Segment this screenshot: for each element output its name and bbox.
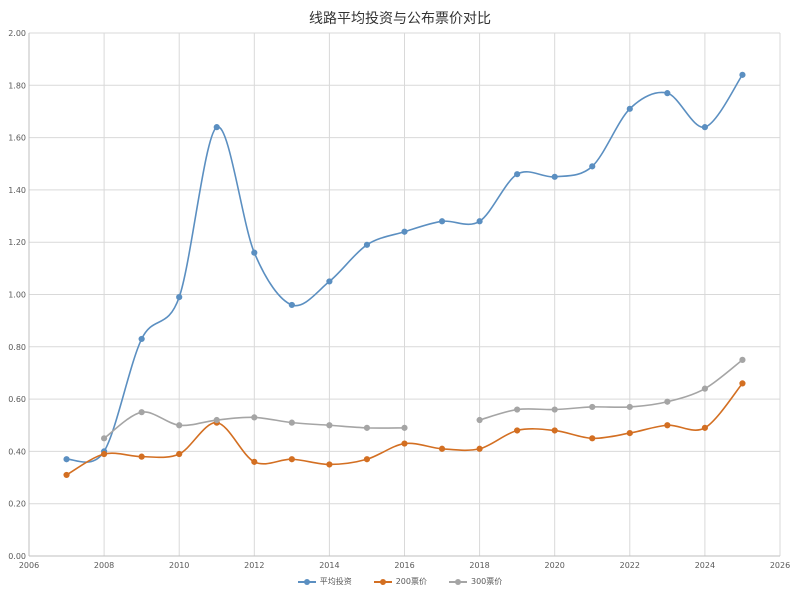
series-lines [63, 71, 746, 479]
data-point-fare-200 [701, 424, 709, 431]
data-point-fare-300 [363, 424, 371, 431]
data-point-fare-200 [514, 427, 521, 434]
data-point-fare-300 [401, 424, 408, 431]
data-point-fare-300 [739, 356, 746, 363]
data-point-investment [438, 218, 446, 225]
data-point-fare-200 [138, 453, 145, 460]
data-point-investment [701, 124, 709, 131]
data-point-investment [514, 171, 521, 178]
data-point-investment [363, 241, 371, 248]
data-point-investment [63, 456, 70, 463]
data-point-fare-300 [101, 435, 108, 442]
y-tick-label: 1.00 [8, 291, 26, 300]
x-tick-label: 2014 [319, 561, 339, 570]
y-tick-label: 0.60 [8, 395, 26, 404]
x-tick-label: 2020 [545, 561, 565, 570]
data-point-investment [138, 335, 145, 343]
data-point-fare-200 [664, 422, 671, 429]
data-point-fare-300 [138, 409, 145, 416]
legend-label-investment: 平均投资 [319, 577, 352, 586]
data-point-fare-300 [626, 403, 633, 411]
data-point-fare-200 [401, 440, 408, 447]
data-point-fare-200 [589, 435, 596, 442]
y-tick-label: 1.20 [8, 238, 26, 247]
data-point-investment [401, 228, 408, 235]
y-tick-label: 2.00 [8, 29, 26, 38]
data-point-fare-300 [176, 422, 183, 429]
data-point-fare-200 [326, 461, 333, 468]
data-point-fare-300 [514, 406, 521, 413]
data-point-fare-200 [626, 429, 633, 437]
legend-swatch-fare-200 [373, 578, 392, 586]
data-point-investment [326, 278, 333, 285]
y-tick-label: 1.60 [8, 134, 26, 143]
x-tick-label: 2016 [394, 561, 414, 570]
data-point-investment [476, 218, 483, 225]
data-point-fare-300 [701, 385, 709, 392]
data-point-fare-200 [63, 471, 70, 479]
legend-label-fare-300: 300票价 [471, 577, 503, 586]
data-point-investment [739, 71, 746, 78]
data-point-fare-300 [664, 398, 671, 405]
x-tick-label: 2026 [770, 561, 790, 570]
data-point-investment [626, 105, 633, 112]
data-point-fare-200 [288, 456, 295, 463]
x-tick-label: 2012 [244, 561, 264, 570]
data-point-fare-300 [476, 416, 483, 424]
y-tick-label: 1.80 [8, 81, 26, 90]
y-tick-labels: 0.00 0.20 0.40 0.60 0.80 1.00 1.20 1.40 1.60 1.80… [8, 29, 26, 561]
data-point-fare-200 [739, 380, 746, 387]
data-point-fare-200 [101, 450, 108, 458]
data-point-fare-200 [176, 450, 183, 458]
axes [28, 33, 780, 557]
legend-swatch-investment [297, 578, 316, 586]
legend-item-investment[interactable]: 平均投资 [297, 576, 352, 587]
legend-swatch-fare-300 [449, 578, 467, 586]
data-point-fare-300 [551, 406, 558, 413]
data-point-fare-200 [476, 445, 483, 452]
legend-label-fare-200: 200票价 [395, 577, 427, 586]
legend: 平均投资 200票价 300票价 [0, 576, 800, 587]
x-tick-label: 2024 [695, 561, 715, 570]
data-point-fare-300 [213, 416, 220, 424]
x-tick-label: 2022 [620, 561, 640, 570]
data-point-fare-300 [589, 403, 596, 411]
y-tick-label: 0.80 [8, 343, 26, 352]
legend-item-fare-200[interactable]: 200票价 [373, 576, 427, 587]
series-line-investment [66, 74, 744, 463]
data-point-fare-200 [363, 456, 371, 463]
legend-item-fare-300[interactable]: 300票价 [449, 576, 502, 587]
chart-title: 线路平均投资与公布票价对比 [309, 11, 491, 27]
x-tick-label: 2008 [94, 561, 114, 570]
data-point-fare-300 [326, 422, 333, 429]
y-tick-label: 0.00 [8, 552, 26, 561]
data-point-investment [664, 90, 671, 97]
series-investment [63, 71, 746, 463]
data-point-investment [551, 173, 558, 180]
data-point-fare-200 [251, 458, 258, 465]
x-tick-labels: 2006 2008 2010 2012 2014 2016 2018 2020 2022 2024… [19, 561, 790, 570]
x-tick-label: 2010 [169, 561, 189, 570]
data-point-fare-200 [551, 427, 558, 434]
series-fare-300 [101, 356, 746, 442]
y-tick-label: 0.40 [8, 447, 26, 456]
data-point-investment [213, 124, 220, 131]
gridlines [28, 32, 781, 557]
series-fare-200 [63, 380, 746, 479]
data-point-fare-200 [438, 445, 446, 452]
y-tick-label: 0.20 [8, 500, 26, 509]
data-point-investment [251, 249, 258, 256]
x-tick-label: 2018 [469, 561, 489, 570]
data-point-investment [288, 301, 295, 309]
data-point-fare-300 [288, 419, 295, 426]
data-point-investment [589, 163, 596, 170]
data-point-investment [176, 294, 183, 301]
x-tick-label: 2006 [19, 561, 39, 570]
y-tick-label: 1.40 [8, 186, 26, 195]
data-point-fare-300 [251, 414, 258, 421]
